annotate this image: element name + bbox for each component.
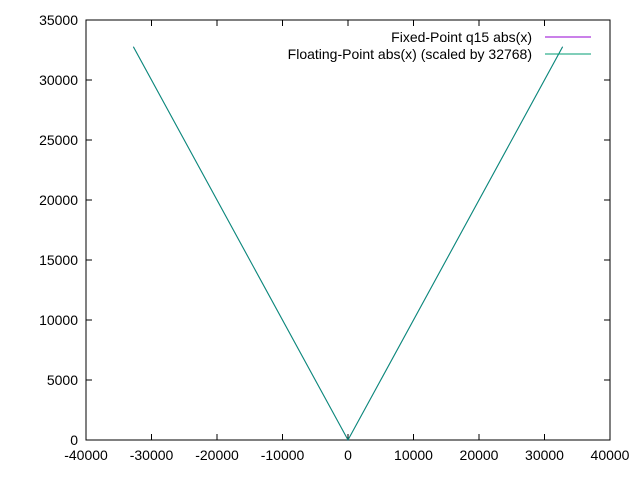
legend-label-0: Fixed-Point q15 abs(x) — [391, 29, 532, 45]
y-tick-label: 15000 — [39, 252, 78, 268]
x-tick-label: -10000 — [261, 447, 305, 463]
plot-frame — [85, 19, 611, 441]
legend: Fixed-Point q15 abs(x)Floating-Point abs… — [288, 29, 591, 62]
y-tick-label: 35000 — [39, 12, 78, 28]
axis-ticks — [85, 19, 611, 441]
y-tick-label: 25000 — [39, 132, 78, 148]
x-tick-label: 0 — [344, 447, 352, 463]
series-line-1 — [132, 46, 564, 442]
series-line-0 — [132, 46, 564, 442]
x-tick-label: 20000 — [460, 447, 499, 463]
series-layer — [132, 46, 564, 442]
y-tick-label: 20000 — [39, 192, 78, 208]
legend-label-1: Floating-Point abs(x) (scaled by 32768) — [288, 46, 532, 62]
x-tick-label: 30000 — [525, 447, 564, 463]
axis-tick-labels: -40000 -30000 -20000 -10000 0 10000 20000 30000… — [39, 12, 630, 463]
y-tick-label: 10000 — [39, 312, 78, 328]
x-tick-label: 10000 — [394, 447, 433, 463]
x-tick-label: -40000 — [64, 447, 108, 463]
x-tick-label: 40000 — [591, 447, 630, 463]
y-tick-label: 5000 — [47, 372, 78, 388]
x-tick-label: -20000 — [195, 447, 239, 463]
y-tick-label: 0 — [70, 432, 78, 448]
x-tick-label: -30000 — [130, 447, 174, 463]
y-tick-label: 30000 — [39, 72, 78, 88]
